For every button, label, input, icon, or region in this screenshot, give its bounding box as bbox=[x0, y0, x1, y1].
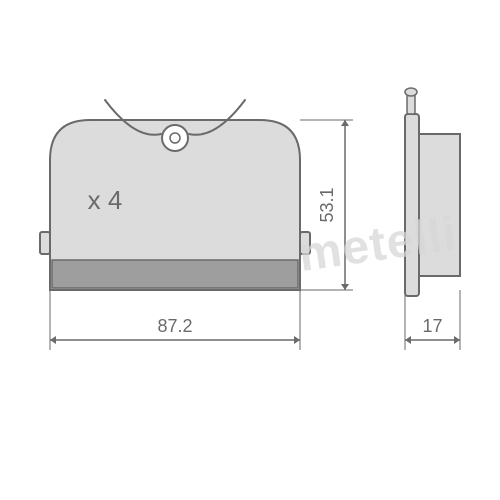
quantity-label-text: x 4 bbox=[88, 185, 123, 215]
dim-width-text: 87.2 bbox=[157, 316, 192, 336]
dim-thickness-text: 17 bbox=[422, 316, 442, 336]
side-clip-pin bbox=[407, 94, 415, 114]
brake-pad-side-backplate bbox=[405, 114, 419, 296]
friction-band bbox=[52, 260, 298, 288]
dim-height-text: 53.1 bbox=[317, 187, 337, 222]
